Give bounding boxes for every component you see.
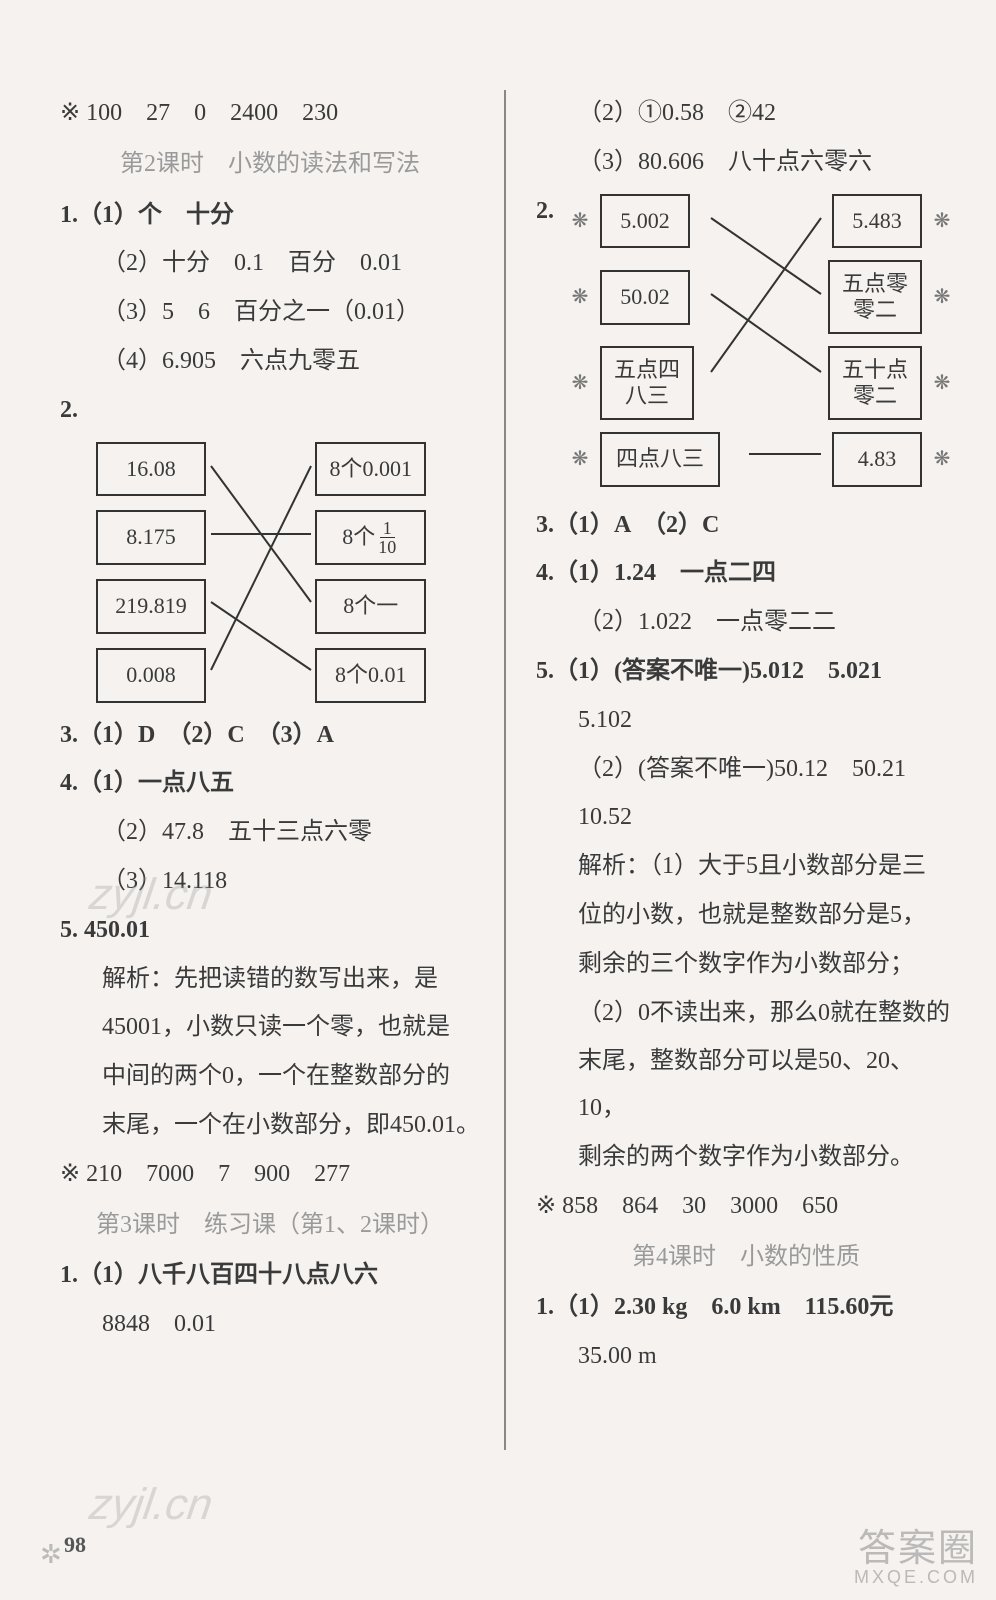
corner-watermark-big: 答案圈 bbox=[858, 1528, 978, 1570]
decoration-icon: ✲ bbox=[40, 1540, 62, 1570]
answer-line: 1.（1）2.30 kg 6.0 km 115.60元 bbox=[536, 1284, 956, 1331]
match-left-side: 16.08 8.175 219.819 0.008 bbox=[96, 442, 206, 704]
match-box: 五点四 八三 bbox=[600, 346, 694, 420]
answer-line: （3）80.606 八十点六零六 bbox=[536, 139, 956, 186]
matching-diagram-right: ❋ 5.002 5.483 ❋ ❋ 50.02 五点零 零二 ❋ ❋ 五点四 八… bbox=[566, 194, 956, 494]
answer-line: 4.（1）1.24 一点二四 bbox=[536, 550, 956, 597]
match-box: 四点八三 bbox=[600, 432, 720, 487]
decoration-icon: ❋ bbox=[928, 278, 956, 317]
decoration-icon: ❋ bbox=[928, 364, 956, 403]
decoration-icon: ❋ bbox=[566, 364, 594, 403]
answer-line: 4.（1）一点八五 bbox=[60, 760, 480, 807]
left-column: ※ 100 27 0 2400 230 第2课时 小数的读法和写法 1.（1）个… bbox=[60, 90, 502, 1560]
match-box: 5.483 bbox=[832, 194, 922, 249]
match-box: 16.08 bbox=[96, 442, 206, 497]
lesson-title: 第3课时 练习课（第1、2课时） bbox=[60, 1202, 480, 1249]
answer-line: （3）14.118 bbox=[60, 858, 480, 905]
answer-line: 10.52 bbox=[536, 794, 956, 841]
explanation-line: 末尾，整数部分可以是50、20、10， bbox=[536, 1038, 956, 1132]
match-box: 4.83 bbox=[832, 432, 922, 487]
answer-line: （2）(答案不唯一)50.12 50.21 bbox=[536, 746, 956, 793]
fraction: 1 10 bbox=[375, 519, 399, 556]
explanation-line: 末尾，一个在小数部分，即450.01。 bbox=[60, 1102, 480, 1149]
text-line: ※ 858 864 30 3000 650 bbox=[536, 1183, 956, 1230]
explanation-line: 剩余的三个数字作为小数部分； bbox=[536, 941, 956, 988]
answer-line: 5. 450.01 bbox=[60, 907, 480, 954]
lesson-title: 第2课时 小数的读法和写法 bbox=[60, 141, 480, 188]
corner-watermark: 答案圈 MXQE.COM bbox=[854, 1530, 978, 1586]
answer-line: （2）十分 0.1 百分 0.01 bbox=[60, 240, 480, 287]
decoration-icon: ❋ bbox=[928, 202, 956, 241]
text-line: ※ 210 7000 7 900 277 bbox=[60, 1151, 480, 1198]
page-number: 98 bbox=[64, 1532, 86, 1558]
frac-prefix: 8个 bbox=[342, 516, 375, 559]
match-box: 0.008 bbox=[96, 648, 206, 703]
question-number: 2. bbox=[536, 188, 566, 235]
match-box: 8.175 bbox=[96, 510, 206, 565]
answer-line: （4）6.905 六点九零五 bbox=[60, 338, 480, 385]
text-line: ※ 100 27 0 2400 230 bbox=[60, 90, 480, 137]
match-box: 5.002 bbox=[600, 194, 690, 249]
question-number: 2. bbox=[60, 387, 480, 434]
match-box: 50.02 bbox=[600, 270, 690, 325]
answer-line: （2）①0.58 ②42 bbox=[536, 90, 956, 137]
decoration-icon: ❋ bbox=[928, 440, 956, 479]
explanation-line: 45001，小数只读一个零，也就是 bbox=[60, 1004, 480, 1051]
explanation-line: （2）0不读出来，那么0就在整数的 bbox=[536, 990, 956, 1037]
answer-line: 8848 0.01 bbox=[60, 1301, 480, 1348]
answer-line: （2）47.8 五十三点六零 bbox=[60, 809, 480, 856]
match-box: 8个 1 10 bbox=[315, 510, 426, 565]
explanation-line: 中间的两个0，一个在整数部分的 bbox=[60, 1053, 480, 1100]
match-box: 五十点 零二 bbox=[828, 346, 922, 420]
explanation-line: 解析：（1）大于5且小数部分是三 bbox=[536, 843, 956, 890]
answer-line: 1.（1）个 十分 bbox=[60, 192, 480, 239]
match-box: 8个一 bbox=[315, 579, 426, 634]
match-right-side: 8个0.001 8个 1 10 8个一 8个0.01 bbox=[315, 442, 426, 704]
right-column: （2）①0.58 ②42 （3）80.606 八十点六零六 2. ❋ 5.002… bbox=[508, 90, 956, 1560]
answer-line: （2）1.022 一点零二二 bbox=[536, 599, 956, 646]
explanation-line: 位的小数，也就是整数部分是5， bbox=[536, 892, 956, 939]
answer-line: 3.（1）D （2）C （3）A bbox=[60, 712, 480, 759]
answer-line: 5.（1）(答案不唯一)5.012 5.021 bbox=[536, 648, 956, 695]
lesson-title: 第4课时 小数的性质 bbox=[536, 1234, 956, 1281]
answer-line: （3）5 6 百分之一（0.01） bbox=[60, 289, 480, 336]
answer-line: 5.102 bbox=[536, 697, 956, 744]
match-box: 8个0.01 bbox=[315, 648, 426, 703]
decoration-icon: ❋ bbox=[566, 278, 594, 317]
column-divider bbox=[504, 90, 506, 1450]
answer-line: 35.00 m bbox=[536, 1333, 956, 1380]
answer-line: 3.（1）A （2）C bbox=[536, 502, 956, 549]
match-box: 8个0.001 bbox=[315, 442, 426, 497]
answer-line: 1.（1）八千八百四十八点八六 bbox=[60, 1252, 480, 1299]
corner-watermark-small: MXQE.COM bbox=[854, 1568, 978, 1586]
decoration-icon: ❋ bbox=[566, 440, 594, 479]
matching-diagram-left: 16.08 8.175 219.819 0.008 8个0.001 8个 1 1… bbox=[96, 442, 426, 702]
match-box: 219.819 bbox=[96, 579, 206, 634]
explanation-line: 解析：先把读错的数写出来，是 bbox=[60, 956, 480, 1003]
decoration-icon: ❋ bbox=[566, 202, 594, 241]
match-box: 五点零 零二 bbox=[828, 260, 922, 334]
explanation-line: 剩余的两个数字作为小数部分。 bbox=[536, 1134, 956, 1181]
